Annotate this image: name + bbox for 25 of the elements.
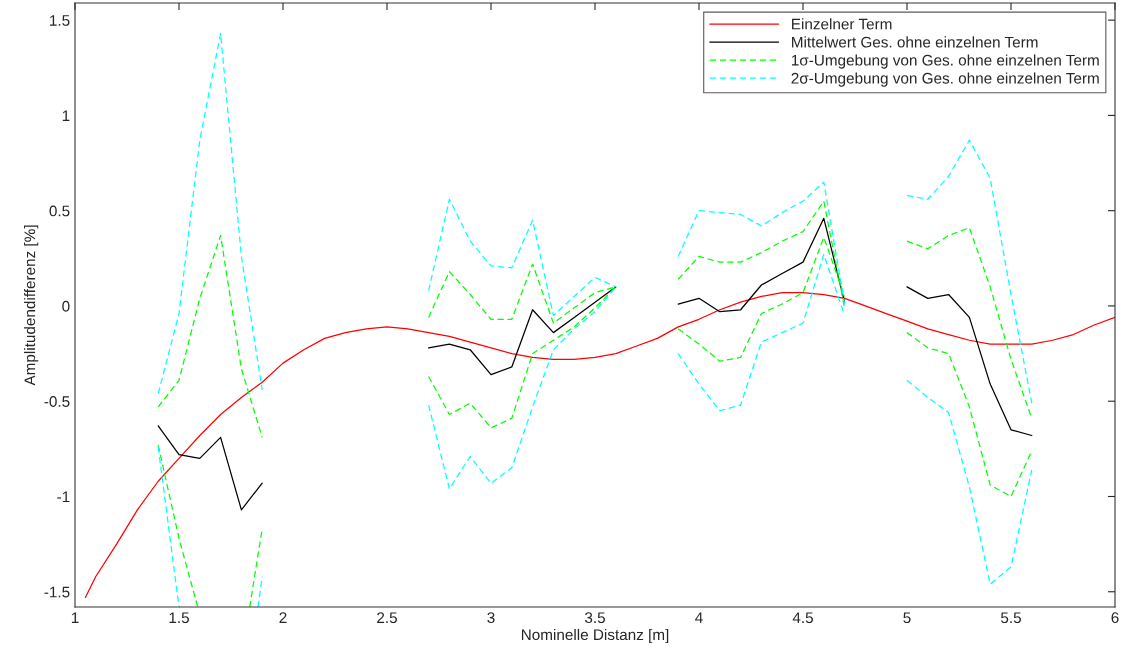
legend-label: 2σ-Umgebung von Ges. ohne einzelnen Term: [791, 72, 1099, 87]
y-axis-title: Amplitudendifferenz [%]: [24, 225, 39, 386]
y-tick-label: 1: [62, 110, 70, 121]
legend-label: Mittelwert Ges. ohne einzelnen Term: [792, 36, 1038, 48]
y-tick-label: -1: [57, 491, 70, 503]
x-tick-label: 4.5: [792, 612, 813, 624]
x-tick-label: 1: [71, 612, 79, 623]
x-tick-label: 3: [487, 612, 495, 624]
x-tick-label: 5.5: [1000, 612, 1021, 624]
y-tick-label: 0: [62, 300, 70, 312]
x-axis-title: Nominelle Distanz [m]: [521, 628, 669, 644]
y-tick-label: 0.5: [49, 205, 70, 217]
y-tick-label: -1.5: [44, 586, 70, 598]
x-tick-label: 3.5: [584, 612, 605, 624]
legend-label: Einzelner Term: [792, 18, 892, 30]
x-tick-label: 4: [695, 612, 703, 623]
x-tick-label: 2.5: [377, 612, 397, 624]
y-tick-label: 1.5: [50, 15, 70, 26]
x-tick-label: 2: [279, 612, 287, 623]
line-series: [84, 291, 1115, 599]
x-tick-label: 5: [903, 612, 911, 624]
x-tick-label: 1.5: [169, 612, 189, 624]
legend-label: 1σ-Umgebung von Ges. ohne einzelnen Term: [791, 54, 1099, 69]
y-tick-label: -0.5: [44, 396, 70, 407]
x-tick-label: 6: [1111, 612, 1119, 624]
